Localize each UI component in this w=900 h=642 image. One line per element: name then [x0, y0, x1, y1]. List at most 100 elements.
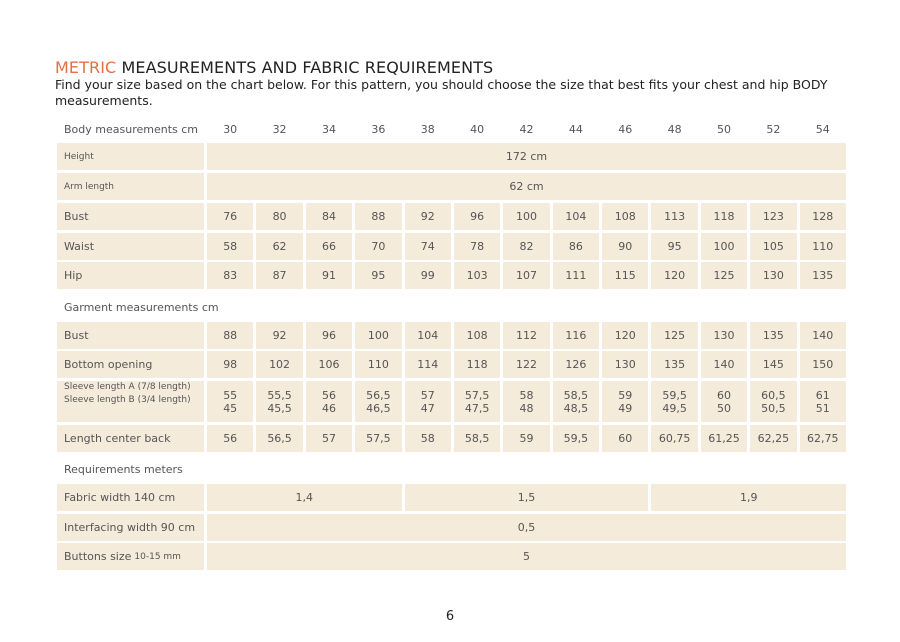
requirement-row: Fabric width 140 cm 1,4 1,5 1,9 [57, 484, 846, 511]
value-cell: 130 [700, 322, 748, 349]
value-cell: 66 [305, 233, 353, 260]
garment-header-row: Garment measurements cm [57, 297, 846, 317]
value: 45 [223, 401, 238, 415]
row-label: Bust [57, 322, 204, 349]
value-cell: 130 [750, 262, 797, 289]
row-label: Bust [57, 203, 204, 230]
value-cell: 135 [799, 262, 846, 289]
size-header: 54 [815, 122, 830, 136]
value-cell: 114 [404, 351, 451, 378]
value-cell: 111 [552, 262, 600, 289]
section-label: Garment measurements cm [64, 300, 219, 314]
value-cell: 107 [503, 262, 550, 289]
size-header: 38 [420, 122, 435, 136]
page-number: 6 [445, 609, 455, 624]
row-label-text: Length center back [64, 432, 171, 445]
size-header: 36 [371, 122, 386, 136]
size-header: 32 [272, 122, 287, 136]
garment-row: Bottom opening 98 102 106 110 114 118 122 126 130… [57, 351, 846, 378]
value-cell: 87 [256, 262, 303, 289]
row-label-text: Bottom opening [64, 358, 153, 371]
value-cell: 61,25 [700, 425, 748, 452]
value: 50,5 [761, 401, 786, 415]
value-cell: 116 [552, 322, 600, 349]
value-cell: 120 [651, 262, 698, 289]
section-label: Requirements meters [64, 462, 183, 476]
value-cell: 62 [256, 233, 303, 260]
value: 59,5 [662, 388, 687, 402]
value: 61 [815, 388, 830, 402]
value: 60 [717, 388, 732, 402]
value-cell: 95 [651, 233, 698, 260]
value-cell: 110 [799, 233, 846, 260]
value-cell: 56 46 [305, 381, 353, 422]
value-cell: 76 [207, 203, 254, 230]
value-cell: 62,75 [799, 425, 846, 452]
size-header: 44 [568, 122, 583, 136]
size-header-row: Body measurements cm 30 32 34 36 38 40 42 44 46 48… [57, 119, 846, 139]
size-header: 42 [519, 122, 534, 136]
value-cell: 96 [453, 203, 501, 230]
value-cell: 58,5 48,5 [552, 381, 600, 422]
spanning-value: 62 cm [207, 173, 846, 200]
value-cell: 58 [207, 233, 254, 260]
row-label-text: Buttons size [64, 550, 132, 563]
value-cell: 99 [404, 262, 451, 289]
value-cell: 55 45 [207, 381, 254, 422]
value: 49,5 [662, 401, 687, 415]
value-cell: 91 [305, 262, 353, 289]
value: 51 [815, 401, 830, 415]
value-cell: 128 [799, 203, 846, 230]
value-cell: 110 [355, 351, 402, 378]
value-cell: 113 [651, 203, 698, 230]
row-label-line: Sleeve length A (7/8 length) [64, 382, 191, 392]
row-label: Waist [57, 233, 204, 260]
value-cell: 145 [750, 351, 797, 378]
row-label: Buttons size 10-15 mm [57, 543, 204, 570]
value-cell: 58 [404, 425, 451, 452]
value-cell: 112 [503, 322, 550, 349]
value-cell: 61 51 [799, 381, 846, 422]
row-label: Interfacing width 90 cm [57, 514, 204, 541]
value-cell: 126 [552, 351, 600, 378]
value-cell: 108 [453, 322, 501, 349]
value: 50 [717, 401, 732, 415]
value-cell: 130 [602, 351, 649, 378]
value-cell: 104 [404, 322, 451, 349]
value: 45,5 [267, 401, 292, 415]
value-cell: 102 [256, 351, 303, 378]
body-row: Hip 83 87 91 95 99 103 107 111 115 120 125 130 135 [57, 262, 846, 289]
value: 59 [618, 388, 633, 402]
value-cell: 135 [750, 322, 797, 349]
value: 48 [519, 401, 534, 415]
row-label-text: Fabric width 140 cm [64, 491, 176, 504]
value: 46 [321, 401, 336, 415]
value: 60,5 [761, 388, 786, 402]
size-header: 48 [667, 122, 682, 136]
value-cell: 122 [503, 351, 550, 378]
value-cell: 74 [404, 233, 451, 260]
value-cell: 95 [355, 262, 402, 289]
value: 55,5 [267, 388, 292, 402]
value-cell: 100 [700, 233, 748, 260]
value-cell: 56 [207, 425, 254, 452]
row-label: Length center back [57, 425, 204, 452]
body-row: Waist 58 62 66 70 74 78 82 86 90 95 100 105 110 [57, 233, 846, 260]
page-title: METRIC MEASUREMENTS AND FABRIC REQUIREME… [55, 58, 494, 77]
value-cell: 57 47 [404, 381, 451, 422]
value-cell: 83 [207, 262, 254, 289]
value-cell: 90 [602, 233, 649, 260]
value-cell: 78 [453, 233, 501, 260]
value-cell: 140 [700, 351, 748, 378]
row-label-text: Bust [64, 210, 89, 223]
size-header: 34 [321, 122, 336, 136]
spanning-value: 172 cm [207, 143, 846, 170]
value-cell: 59 49 [602, 381, 649, 422]
value-cell: 56,5 46,5 [355, 381, 402, 422]
value-cell: 58,5 [453, 425, 501, 452]
row-label: Arm length [57, 173, 204, 200]
value-cell: 80 [256, 203, 303, 230]
value-cell: 135 [651, 351, 698, 378]
row-label-text: Height [64, 151, 94, 162]
